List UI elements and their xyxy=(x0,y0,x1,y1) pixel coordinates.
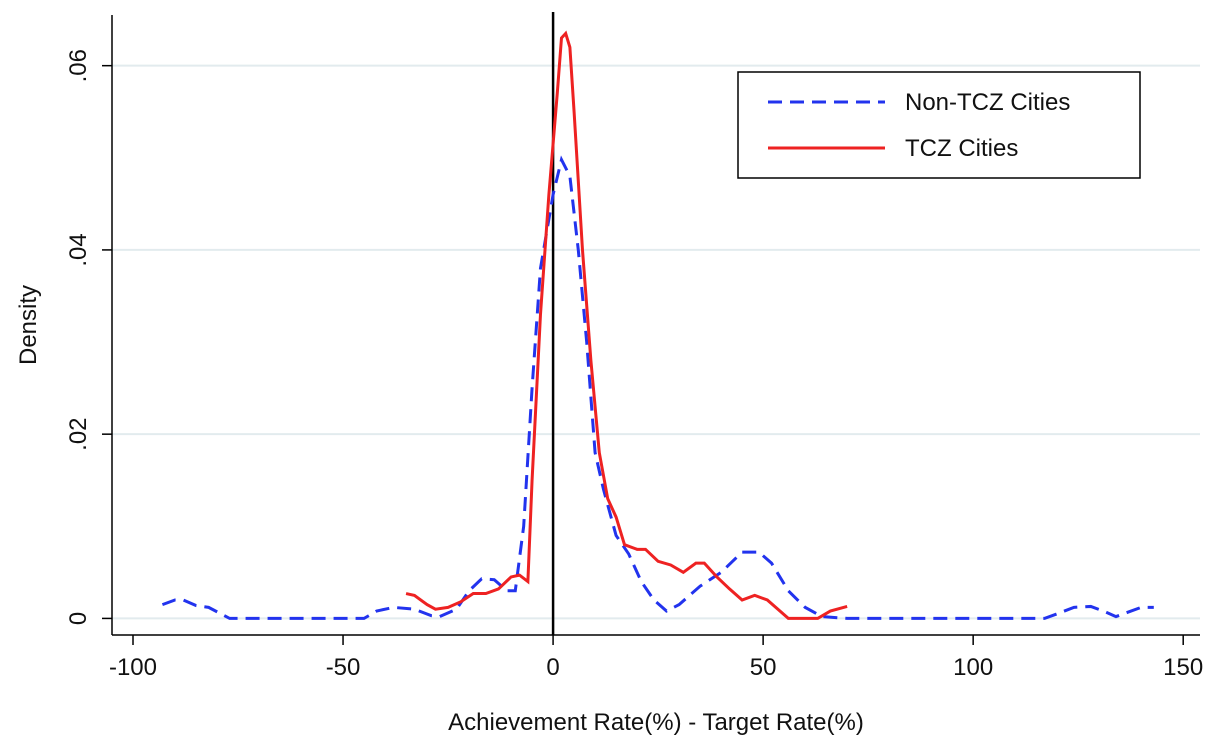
x-tick-label: 150 xyxy=(1163,654,1203,681)
x-axis-title: Achievement Rate(%) - Target Rate(%) xyxy=(448,709,864,736)
legend-box xyxy=(737,71,1141,179)
density-line xyxy=(161,155,1154,620)
y-tick-label: .06 xyxy=(65,49,92,82)
density-line xyxy=(405,30,848,620)
y-tick-label: .04 xyxy=(65,233,92,266)
x-tick-label: -100 xyxy=(109,654,157,681)
y-axis-title: Density xyxy=(15,285,42,365)
x-tick-label: -50 xyxy=(326,654,361,681)
x-tick-label: 100 xyxy=(953,654,993,681)
y-tick-label: 0 xyxy=(65,612,92,625)
legend-label: TCZ Cities xyxy=(905,135,1018,162)
legend-label: Non-TCZ Cities xyxy=(905,89,1070,116)
x-tick-label: 0 xyxy=(546,654,559,681)
y-tick-label: .02 xyxy=(65,417,92,450)
x-tick-label: 50 xyxy=(750,654,777,681)
